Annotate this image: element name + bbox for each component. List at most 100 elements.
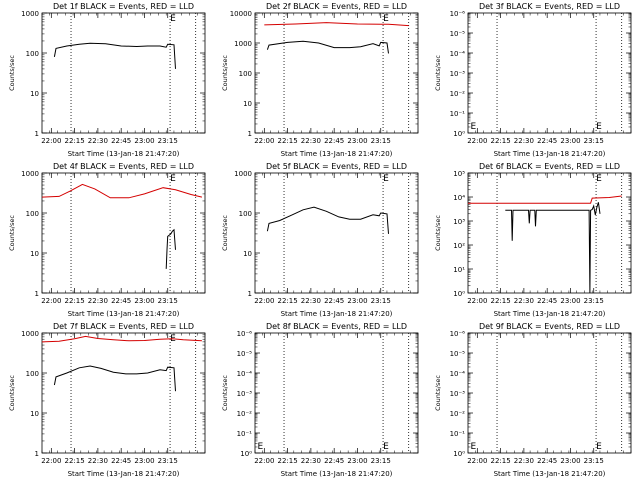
y-tick-label: 10⁻⁴ (450, 50, 466, 58)
x-tick-label: 22:00 (467, 297, 487, 305)
x-tick-label: 23:00 (134, 137, 154, 145)
lld-series-line (468, 195, 622, 204)
x-tick-label: 22:30 (301, 297, 321, 305)
y-tick-label: 10⁻² (237, 410, 253, 418)
lld-series-line (42, 183, 203, 199)
panel-title: Det 9f BLACK = Events, RED = LLD (479, 322, 620, 331)
x-tick-label: 23:00 (134, 457, 154, 465)
y-tick-label: 10 (30, 250, 39, 258)
e-marker: E (170, 14, 176, 24)
x-tick-label: 22:45 (324, 137, 344, 145)
x-tick-label: 22:30 (301, 457, 321, 465)
x-axis-label: Start Time (13-Jan-18 21:47:20) (281, 310, 393, 318)
x-tick-label: 22:45 (324, 457, 344, 465)
e-marker: E (596, 442, 602, 452)
y-tick-label: 100 (26, 210, 39, 218)
y-tick-label: 1000 (21, 10, 39, 18)
x-tick-label: 22:00 (254, 137, 274, 145)
panel-det-4: Det 4f BLACK = Events, RED = LLD Counts/s… (8, 162, 206, 318)
panel-title: Det 5f BLACK = Events, RED = LLD (266, 162, 407, 171)
x-tick-label: 23:00 (134, 297, 154, 305)
y-tick-label: 100 (239, 210, 252, 218)
y-axis-label: Counts/sec (8, 375, 16, 411)
y-tick-label: 10⁻³ (450, 390, 466, 398)
y-tick-label: 10⁻⁵ (450, 30, 466, 38)
plot-frame (41, 332, 206, 454)
x-tick-label: 22:15 (491, 297, 511, 305)
y-tick-label: 10³ (453, 218, 465, 226)
events-series-line (266, 40, 389, 54)
y-axis-label: Counts/sec (8, 215, 16, 251)
y-axis-label: Counts/sec (434, 55, 442, 91)
panel-title: Det 8f BLACK = Events, RED = LLD (266, 322, 407, 331)
plot-frame (41, 172, 206, 294)
y-tick-label: 10 (30, 90, 39, 98)
lld-series-line (42, 335, 202, 343)
panel-det-7: Det 7f BLACK = Events, RED = LLD Counts/s… (8, 322, 206, 478)
x-tick-label: 22:30 (88, 137, 108, 145)
x-tick-label: 23:15 (158, 457, 178, 465)
y-tick-label: 10⁻⁴ (450, 370, 466, 378)
plot-frame (467, 332, 632, 454)
x-tick-label: 22:45 (111, 297, 131, 305)
e-marker: E (170, 174, 176, 184)
e-marker: E (596, 122, 602, 132)
y-tick-label: 10⁻¹ (450, 110, 466, 118)
panel-det-3: Det 3f BLACK = Events, RED = LLD Counts/s… (434, 2, 632, 158)
x-tick-label: 23:00 (347, 457, 367, 465)
x-tick-label: 23:15 (584, 137, 604, 145)
y-tick-label: 10⁻¹ (450, 430, 466, 438)
x-tick-label: 22:30 (514, 297, 534, 305)
y-tick-label: 10⁻⁴ (237, 370, 253, 378)
x-tick-label: 23:15 (158, 297, 178, 305)
y-tick-label: 10⁵ (453, 170, 465, 178)
x-tick-label: 22:15 (278, 457, 298, 465)
x-tick-label: 22:00 (254, 297, 274, 305)
panel-title: Det 7f BLACK = Events, RED = LLD (53, 322, 194, 331)
y-tick-label: 10⁻² (450, 90, 466, 98)
y-axis-label: Counts/sec (8, 55, 16, 91)
y-axis-label: Counts/sec (434, 375, 442, 411)
y-axis-label: Counts/sec (221, 55, 229, 91)
plot-frame (41, 12, 206, 134)
plot-frame (467, 172, 632, 294)
e-marker: E (383, 174, 389, 184)
events-series-line (165, 228, 176, 269)
x-tick-label: 22:15 (65, 297, 85, 305)
y-tick-label: 10⁻⁶ (237, 330, 253, 338)
y-tick-label: 10⁻³ (450, 70, 466, 78)
y-tick-label: 10⁴ (453, 194, 465, 202)
x-tick-label: 22:00 (41, 457, 61, 465)
e-marker: E (596, 174, 602, 184)
x-tick-label: 22:45 (537, 297, 557, 305)
panel-det-5: Det 5f BLACK = Events, RED = LLD Counts/s… (221, 162, 419, 318)
y-tick-label: 1000 (234, 170, 252, 178)
x-tick-label: 23:15 (584, 457, 604, 465)
y-tick-label: 10⁰ (453, 450, 465, 458)
plot-frame (254, 12, 419, 134)
y-tick-label: 100 (26, 370, 39, 378)
y-tick-label: 1000 (234, 40, 252, 48)
x-tick-label: 22:15 (278, 297, 298, 305)
y-tick-label: 100 (239, 70, 252, 78)
x-tick-label: 22:00 (467, 457, 487, 465)
events-series-line (53, 365, 176, 392)
x-axis-label: Start Time (13-Jan-18 21:47:20) (68, 150, 180, 158)
y-tick-label: 1000 (21, 330, 39, 338)
y-tick-label: 10⁰ (240, 450, 252, 458)
x-tick-label: 22:45 (111, 137, 131, 145)
y-tick-label: 1 (248, 130, 252, 138)
y-tick-label: 10 (30, 410, 39, 418)
x-axis-label: Start Time (13-Jan-18 21:47:20) (494, 150, 606, 158)
x-axis-label: Start Time (13-Jan-18 21:47:20) (281, 150, 393, 158)
x-tick-label: 22:30 (301, 137, 321, 145)
e-marker: E (258, 442, 264, 452)
y-tick-label: 100 (26, 50, 39, 58)
x-tick-label: 23:00 (560, 457, 580, 465)
y-tick-label: 1 (248, 290, 252, 298)
y-tick-label: 10⁻¹ (237, 430, 253, 438)
panel-det-9: Det 9f BLACK = Events, RED = LLD Counts/s… (434, 322, 632, 478)
x-axis-label: Start Time (13-Jan-18 21:47:20) (281, 470, 393, 478)
y-tick-label: 10⁻⁶ (450, 330, 466, 338)
